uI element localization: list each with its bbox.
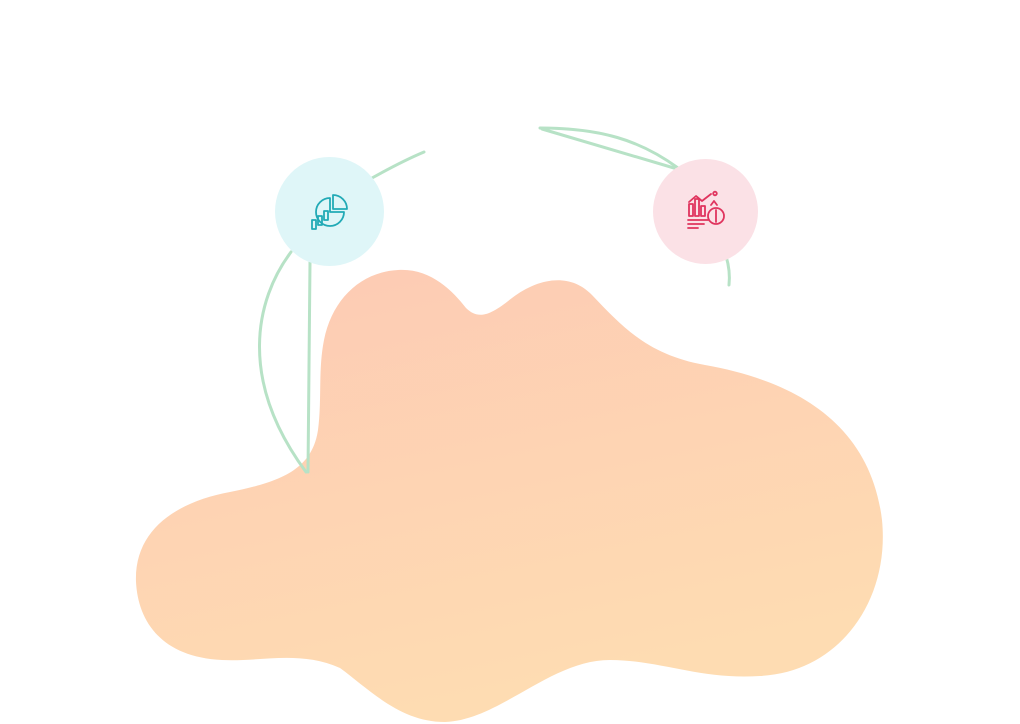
left-icon-bubble — [275, 157, 384, 266]
connector-right-top — [538, 126, 680, 170]
right-icon-bubble — [653, 159, 758, 264]
connector-right-chord — [540, 127, 676, 170]
growth-finance-icon — [686, 190, 725, 229]
chart-analytics-icon — [310, 193, 348, 230]
peach-blob-shape — [135, 269, 883, 722]
connector-left-outer — [258, 250, 308, 474]
connector-right-lower — [724, 254, 731, 287]
connector-left-upper — [370, 150, 426, 180]
connector-left-inner — [306, 260, 312, 474]
